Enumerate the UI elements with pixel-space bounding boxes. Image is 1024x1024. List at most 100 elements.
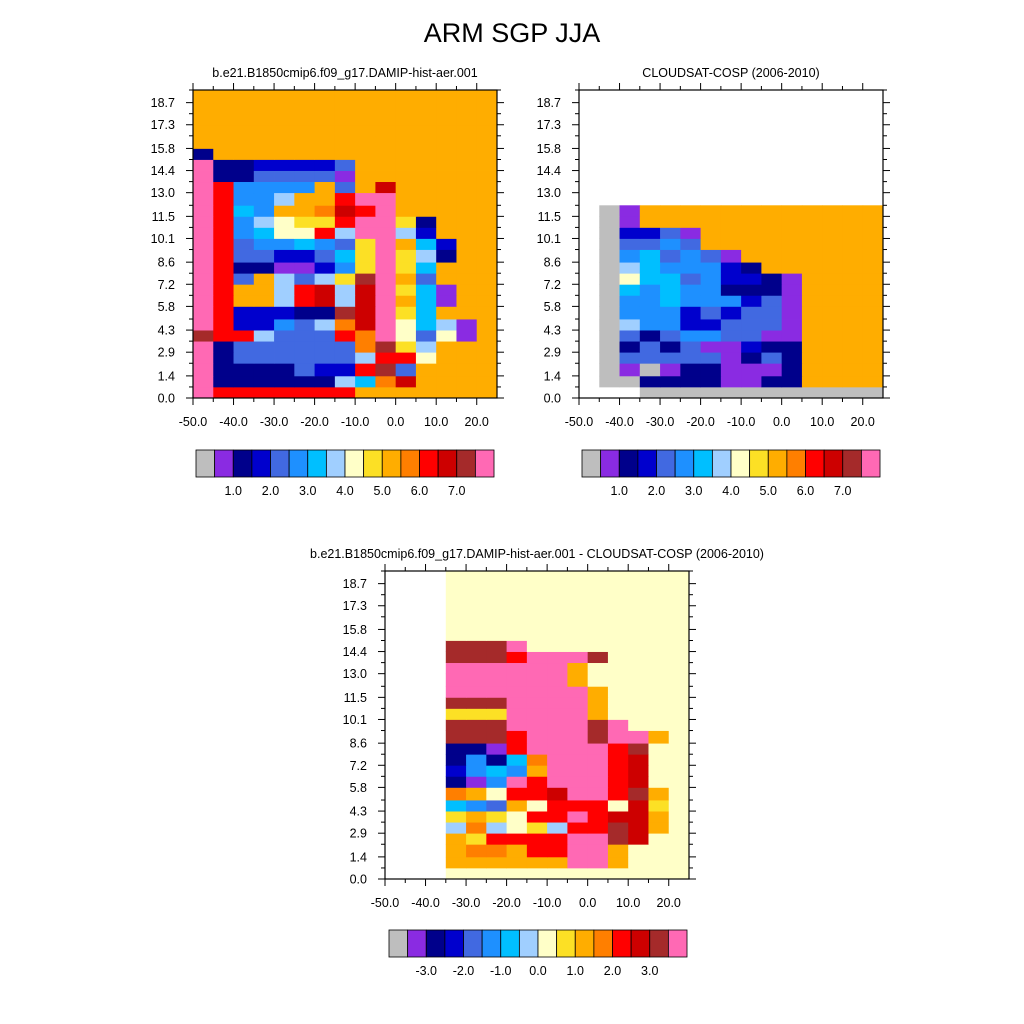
x-tick-label: -50.0	[565, 415, 594, 429]
colorbar-swatch	[407, 929, 427, 958]
heatmap-cell	[253, 135, 275, 149]
heatmap-cell	[436, 262, 457, 274]
heatmap-cell	[456, 352, 478, 364]
heatmap-cell	[294, 205, 315, 217]
heatmap-cell	[415, 284, 437, 296]
heatmap-cell	[668, 856, 690, 869]
colorbar-swatch	[363, 449, 383, 478]
heatmap-cell	[700, 306, 722, 320]
heatmap-cell	[294, 386, 315, 399]
heatmap-cell	[294, 216, 315, 228]
heatmap-cell	[567, 594, 589, 607]
heatmap-cell	[486, 640, 507, 652]
heatmap-cell	[587, 811, 609, 823]
colorbar-swatch	[444, 929, 464, 958]
heatmap-cell	[599, 341, 620, 353]
heatmap-cell	[476, 135, 498, 149]
heatmap-cell	[355, 273, 376, 285]
heatmap-cell	[862, 375, 884, 388]
heatmap-cell	[213, 375, 234, 388]
heatmap-cell	[476, 113, 498, 126]
heatmap-cell	[607, 844, 629, 858]
heatmap-cell	[193, 102, 214, 115]
heatmap-cell	[660, 375, 681, 388]
colorbar-swatch	[556, 929, 576, 958]
heatmap-cell	[567, 822, 589, 834]
heatmap-cell	[567, 616, 589, 630]
heatmap-cell	[395, 386, 417, 399]
heatmap-cell	[700, 363, 722, 377]
heatmap-cell	[375, 330, 397, 342]
heatmap-cell	[253, 181, 275, 194]
heatmap-cell	[193, 113, 214, 126]
heatmap-cell	[506, 856, 528, 869]
heatmap-cell	[334, 205, 356, 217]
heatmap-cell	[253, 90, 275, 104]
heatmap-cell	[648, 616, 670, 630]
heatmap-cell	[445, 719, 467, 731]
heatmap-cell	[334, 295, 356, 307]
heatmap-cell	[680, 262, 701, 274]
heatmap-cell	[486, 673, 507, 687]
heatmap-cell	[668, 662, 690, 675]
heatmap-cell	[761, 227, 783, 239]
heatmap-cell	[506, 800, 528, 812]
heatmap-cell	[274, 181, 295, 194]
heatmap-cell	[476, 319, 498, 331]
colorbar-label: 1.0	[567, 964, 584, 978]
x-tick-label: 10.0	[616, 896, 640, 910]
heatmap-cell	[193, 181, 214, 194]
heatmap-cell	[526, 708, 548, 720]
heatmap-cell	[619, 295, 641, 307]
heatmap-cell	[193, 238, 214, 250]
heatmap-cell	[486, 571, 507, 585]
heatmap-cell	[639, 341, 661, 353]
heatmap-cell	[213, 159, 234, 171]
heatmap-cell	[375, 113, 397, 126]
heatmap-cell	[213, 319, 234, 331]
heatmap-cell	[294, 330, 315, 342]
heatmap-cell	[355, 205, 376, 217]
heatmap-cell	[587, 856, 609, 869]
colorbar-swatch	[600, 449, 620, 478]
heatmap-cell	[395, 102, 417, 115]
heatmap-cell	[639, 227, 661, 239]
heatmap-cell	[274, 216, 295, 228]
heatmap-cell	[628, 719, 649, 731]
heatmap-cell	[294, 249, 315, 263]
heatmap-cell	[445, 730, 467, 744]
heatmap-cell	[193, 386, 214, 399]
heatmap-cell	[761, 352, 783, 364]
heatmap-cell	[526, 800, 548, 812]
colorbar-swatch	[425, 929, 446, 958]
heatmap-cell	[456, 238, 478, 250]
heatmap-cell	[375, 249, 397, 263]
heatmap-cell	[822, 295, 843, 307]
heatmap-cell	[233, 205, 255, 217]
heatmap-cell	[253, 148, 275, 160]
heatmap-cell	[587, 673, 609, 687]
heatmap-cell	[862, 295, 884, 307]
heatmap-cell	[486, 651, 507, 664]
heatmap-cell	[476, 306, 498, 320]
heatmap-cell	[567, 629, 589, 641]
heatmap-cell	[567, 640, 589, 652]
heatmap-cell	[253, 192, 275, 206]
colorbar-swatch	[537, 929, 558, 958]
heatmap-cell	[466, 787, 487, 801]
heatmap-cell	[587, 708, 609, 720]
heatmap-cell	[639, 330, 661, 342]
heatmap-cell	[506, 697, 528, 709]
heatmap-cell	[639, 295, 661, 307]
heatmap-cell	[233, 273, 255, 285]
heatmap-cell	[639, 375, 661, 388]
heatmap-cell	[395, 192, 417, 206]
heatmap-cell	[506, 867, 528, 880]
heatmap-cell	[619, 306, 641, 320]
heatmap-cell	[547, 743, 568, 755]
heatmap-cell	[587, 787, 609, 801]
heatmap-cell	[456, 295, 478, 307]
heatmap-cell	[607, 867, 629, 880]
heatmap-cell	[720, 352, 742, 364]
heatmap-cell	[436, 135, 457, 149]
